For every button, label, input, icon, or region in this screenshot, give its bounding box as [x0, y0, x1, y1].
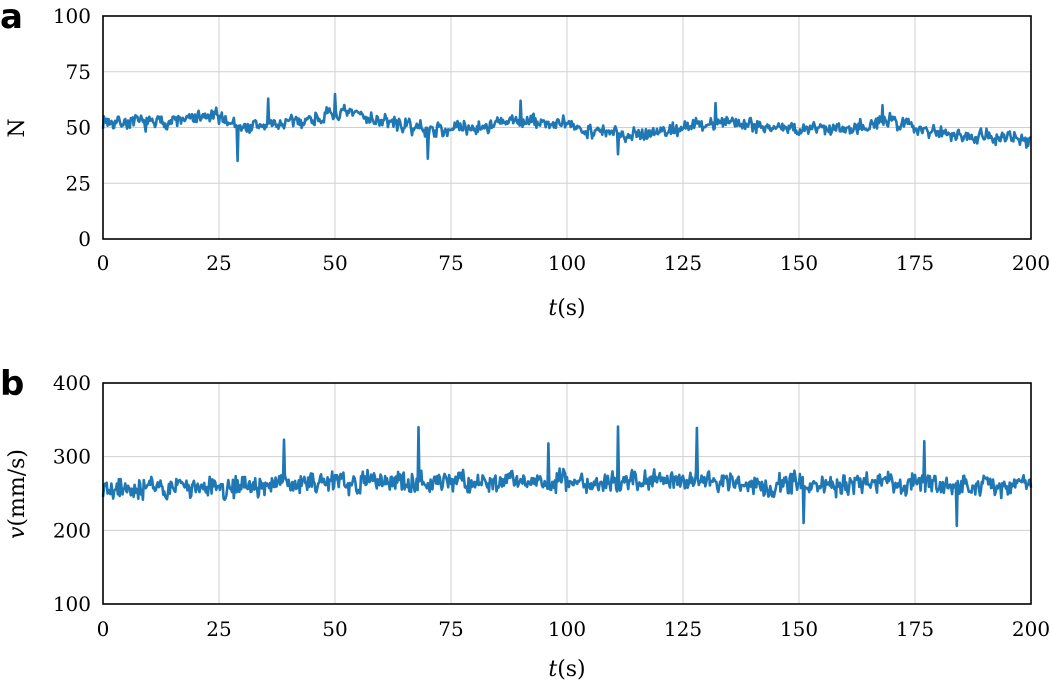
x-tick-label: 25 — [206, 617, 231, 641]
x-tick-label: 150 — [780, 251, 818, 275]
y-tick-labels-a: 0 25 50 75 100 — [53, 4, 91, 251]
x-tick-label: 25 — [206, 251, 231, 275]
x-tick-label: 75 — [438, 251, 463, 275]
y-tick-label: 200 — [53, 518, 91, 542]
series-line-v — [101, 425, 1033, 528]
panel-label-b: b — [0, 364, 24, 404]
x-tick-label: 75 — [438, 617, 463, 641]
y-tick-label: 300 — [53, 445, 91, 469]
y-tick-label: 100 — [53, 4, 91, 28]
x-tick-label: 125 — [664, 617, 702, 641]
x-tick-label: 200 — [1012, 617, 1050, 641]
plot-frame-b — [102, 382, 1032, 605]
panel-label-a: a — [0, 0, 23, 37]
x-tick-labels-b: 0 25 50 75 100 125 150 175 200 — [97, 617, 1050, 641]
chart-panel-a: a 0 25 50 75 100 0 25 50 75 100 125 150 175 200 t(s)… — [0, 0, 1050, 321]
y-tick-label: 50 — [66, 116, 91, 140]
x-tick-label: 175 — [896, 251, 934, 275]
x-tick-label: 0 — [97, 251, 110, 275]
x-tick-label: 100 — [548, 617, 586, 641]
x-axis-label-a: t(s) — [548, 296, 585, 321]
y-axis-label-a: N — [5, 118, 30, 137]
y-axis-label-b: v(mm/s) — [5, 449, 30, 539]
x-tick-label: 0 — [97, 617, 110, 641]
x-tick-label: 175 — [896, 617, 934, 641]
y-tick-label: 25 — [66, 171, 91, 195]
chart-panel-b: b 100 200 300 400 0 25 50 75 100 125 150 175 200 t(… — [0, 364, 1050, 682]
y-tick-label: 0 — [78, 227, 91, 251]
y-tick-label: 75 — [66, 60, 91, 84]
x-tick-labels-a: 0 25 50 75 100 125 150 175 200 — [97, 251, 1050, 275]
y-tick-labels-b: 100 200 300 400 — [53, 371, 91, 616]
plot-frame-a — [102, 15, 1032, 240]
x-tick-label: 50 — [322, 251, 347, 275]
grid-b — [102, 382, 1032, 605]
x-tick-label: 150 — [780, 617, 818, 641]
y-tick-label: 100 — [53, 592, 91, 616]
x-tick-label: 200 — [1012, 251, 1050, 275]
x-tick-label: 100 — [548, 251, 586, 275]
series-line-n — [101, 92, 1032, 163]
x-axis-label-b: t(s) — [548, 657, 585, 682]
y-tick-label: 400 — [53, 371, 91, 395]
x-tick-label: 125 — [664, 251, 702, 275]
x-tick-label: 50 — [322, 617, 347, 641]
